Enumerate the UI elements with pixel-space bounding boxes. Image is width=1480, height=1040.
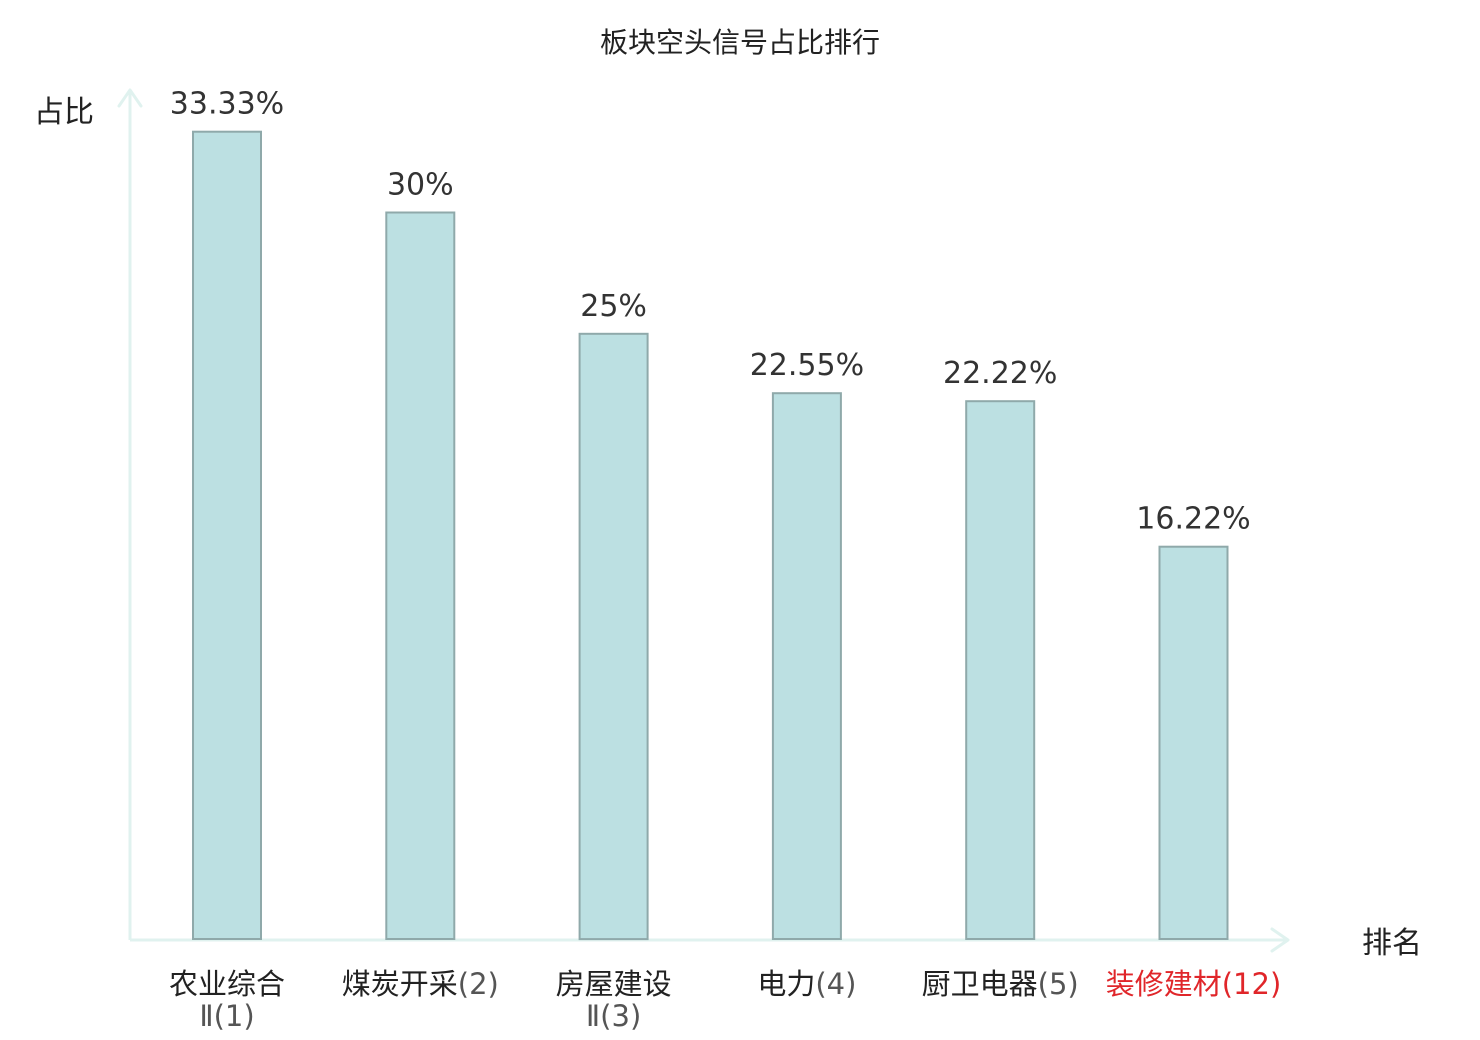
x-axis-label: 排名 [1362, 926, 1422, 961]
category-label-3-line-2: Ⅱ(3) [586, 999, 641, 1033]
category-label-6: 装修建材(12) [1106, 967, 1282, 1001]
bar-3 [578, 332, 649, 941]
value-label-4: 22.55% [750, 348, 864, 383]
bar-5 [965, 400, 1036, 940]
category-label-4: 电力(4) [757, 967, 856, 1001]
bars [192, 130, 1229, 941]
category-label-5: 厨卫电器(5) [922, 967, 1079, 1001]
chart-title: 板块空头信号占比排行 [600, 26, 880, 59]
value-label-1: 33.33% [170, 87, 284, 122]
value-labels: 33.33% 30% 25% 22.55% 22.22% 16.22% [170, 87, 1251, 537]
bar-4 [771, 392, 842, 940]
value-label-6: 16.22% [1136, 502, 1250, 537]
category-label-3: 房屋建设 [556, 967, 672, 1001]
value-label-3: 25% [580, 289, 647, 324]
axes [117, 88, 1290, 953]
category-label-1-line-2: Ⅱ(1) [199, 999, 254, 1033]
bar-1 [192, 130, 262, 940]
bar-6 [1158, 545, 1229, 940]
category-label-2: 煤炭开采(2) [342, 967, 499, 1001]
bar-2 [385, 211, 456, 940]
y-axis-label: 占比 [34, 95, 94, 130]
y-axis-arrow-icon [117, 88, 143, 108]
value-label-2: 30% [387, 168, 454, 203]
value-label-5: 22.22% [943, 356, 1057, 391]
category-label-1: 农业综合 [169, 967, 285, 1001]
x-axis-arrow-icon [1270, 927, 1290, 953]
